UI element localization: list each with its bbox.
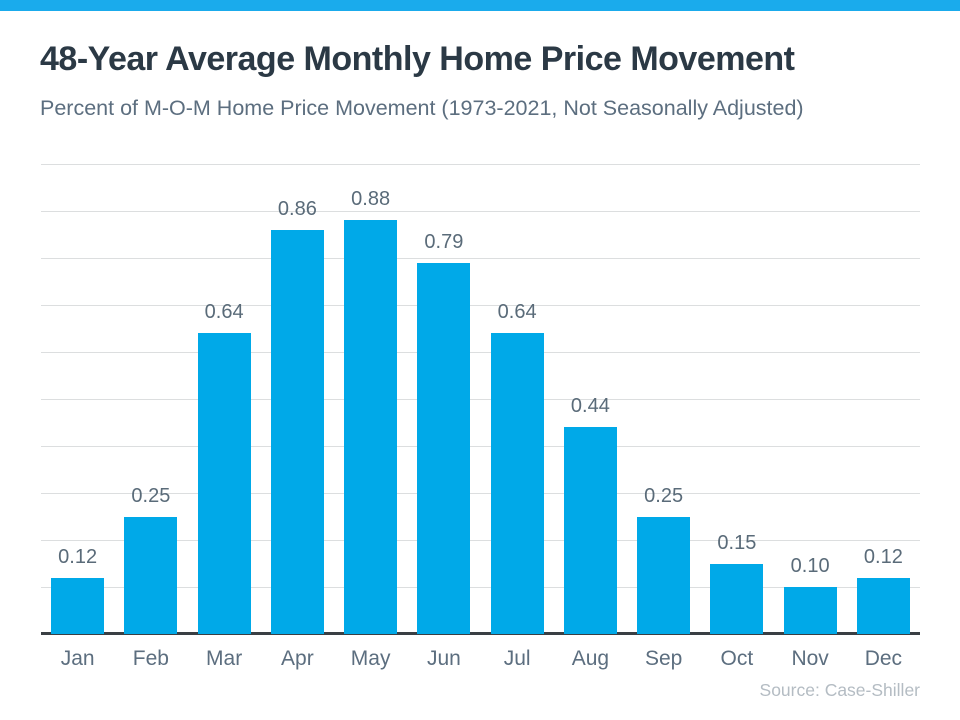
bar-nov — [783, 587, 837, 634]
gridline — [41, 211, 920, 212]
bar-chart: 0.12 Jan 0.25 Feb 0.64 Mar 0.86 Apr 0.88 May 0.79 J… — [41, 164, 920, 669]
value-label-jun: 0.79 — [424, 230, 464, 253]
bar-jul — [490, 333, 544, 634]
x-tick-dec: Dec — [864, 647, 903, 670]
bar-mar — [197, 333, 251, 634]
value-label-nov: 0.10 — [790, 555, 830, 577]
x-axis-line — [41, 632, 920, 635]
gridline — [41, 258, 920, 259]
bar-sep — [637, 516, 691, 634]
page-subtitle: Percent of M-O-M Home Price Movement (19… — [40, 96, 804, 120]
x-tick-feb: Feb — [132, 647, 169, 670]
bar-jun — [417, 262, 471, 634]
value-label-apr: 0.86 — [277, 197, 317, 220]
bar-may — [344, 220, 398, 634]
gridline — [41, 164, 920, 165]
gridline — [41, 399, 920, 400]
bar-feb — [124, 516, 178, 634]
x-tick-jul: Jul — [503, 647, 531, 670]
bar-apr — [270, 229, 324, 634]
value-label-feb: 0.25 — [131, 484, 171, 507]
x-tick-jun: Jun — [426, 647, 461, 670]
bar-dec — [856, 577, 910, 634]
source-credit: Source: Case-Shiller — [759, 680, 920, 700]
x-tick-apr: Apr — [281, 647, 314, 670]
value-label-sep: 0.25 — [644, 484, 684, 507]
value-label-oct: 0.15 — [717, 531, 757, 554]
gridline — [41, 352, 920, 353]
value-label-jul: 0.64 — [497, 301, 537, 324]
value-label-jan: 0.12 — [58, 545, 98, 568]
x-tick-nov: Nov — [791, 647, 829, 670]
bar-oct — [710, 563, 764, 634]
gridline — [41, 446, 920, 447]
x-tick-jan: Jan — [60, 647, 95, 670]
x-tick-oct: Oct — [720, 647, 754, 670]
value-label-dec: 0.12 — [863, 545, 903, 568]
x-tick-may: May — [350, 647, 391, 670]
x-tick-mar: Mar — [206, 647, 243, 670]
x-tick-aug: Aug — [571, 647, 610, 670]
value-label-may: 0.88 — [351, 188, 391, 211]
value-label-aug: 0.44 — [570, 395, 610, 418]
bar-aug — [563, 427, 617, 634]
brand-top-bar — [0, 0, 960, 11]
value-label-mar: 0.64 — [204, 301, 244, 324]
x-tick-sep: Sep — [644, 647, 683, 670]
bar-jan — [51, 577, 105, 634]
page-title: 48-Year Average Monthly Home Price Movem… — [40, 40, 795, 78]
